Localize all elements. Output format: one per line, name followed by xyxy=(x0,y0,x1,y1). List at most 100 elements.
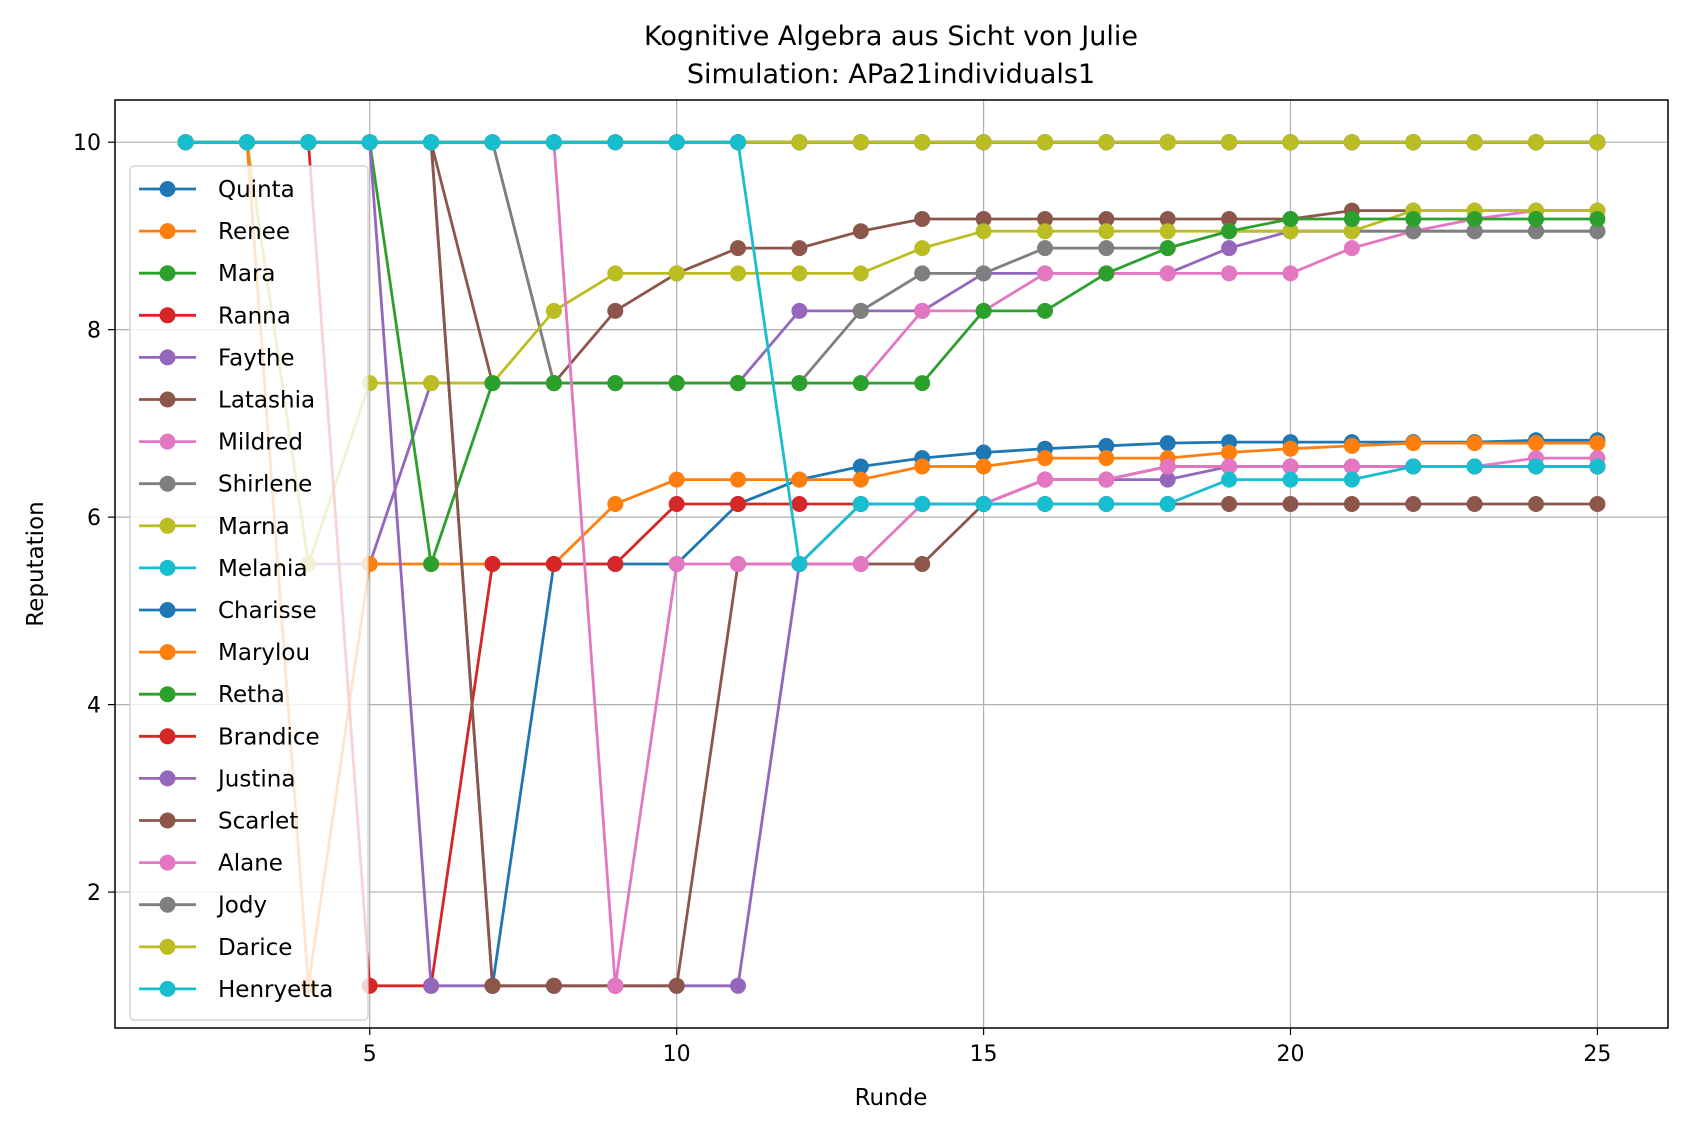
legend-item-marylou: Marylou xyxy=(139,640,310,666)
y-tick-label: 2 xyxy=(87,881,101,906)
data-point-scarlet xyxy=(914,556,931,572)
data-point-marna xyxy=(545,302,562,319)
data-point-latashia xyxy=(1159,211,1176,227)
legend: Quinta Renee Mara Ranna Faythe Latashia Mildre… xyxy=(129,165,369,1021)
data-point-retha xyxy=(545,375,562,392)
data-point-darice xyxy=(852,134,869,151)
data-point-scarlet xyxy=(1282,496,1299,512)
data-point-darice xyxy=(1343,134,1360,151)
data-point-latashia xyxy=(975,211,992,227)
legend-item-charisse: Charisse xyxy=(139,598,317,624)
data-point-marylou xyxy=(852,471,869,488)
data-point-mildred xyxy=(1343,240,1360,257)
data-point-scarlet xyxy=(1528,496,1544,512)
data-point-henryetta xyxy=(423,134,440,151)
legend-marker xyxy=(159,602,176,618)
data-point-marna xyxy=(668,265,685,282)
data-point-scarlet xyxy=(1343,496,1360,512)
legend-item-henryetta: Henryetta xyxy=(139,977,333,1003)
legend-label: Brandice xyxy=(218,724,320,750)
legend-marker xyxy=(159,770,176,787)
data-point-darice xyxy=(1159,134,1176,151)
y-axis-ticks: 2 4 6 8 10 xyxy=(73,131,115,906)
legend-item-scarlet: Scarlet xyxy=(139,809,298,835)
data-point-henryetta xyxy=(852,496,869,512)
data-point-marylou xyxy=(1037,450,1053,467)
x-axis-ticks: 5 10 15 20 25 xyxy=(363,1028,1611,1067)
data-point-latashia xyxy=(607,302,624,319)
data-point-justina xyxy=(730,977,746,994)
data-point-faythe xyxy=(791,302,808,319)
legend-label: Ranna xyxy=(218,303,291,329)
data-point-shirlene xyxy=(975,265,992,282)
data-point-henryetta xyxy=(545,134,562,151)
data-point-marna xyxy=(1098,223,1115,240)
data-point-retha xyxy=(607,375,624,392)
x-tick-label: 25 xyxy=(1583,1042,1611,1067)
data-point-latashia xyxy=(852,223,869,240)
data-point-brandice xyxy=(668,496,685,512)
data-point-marna xyxy=(1282,223,1299,240)
data-point-darice xyxy=(1098,134,1115,151)
data-point-retha xyxy=(1282,211,1299,227)
data-point-retha xyxy=(730,375,746,392)
data-point-darice xyxy=(1589,134,1606,151)
legend-label: Justina xyxy=(216,766,295,792)
data-point-henryetta xyxy=(1589,458,1606,475)
data-point-scarlet xyxy=(668,977,685,994)
data-point-marylou xyxy=(1466,435,1483,452)
data-point-retha xyxy=(914,375,931,392)
data-point-henryetta xyxy=(914,496,931,512)
data-point-marna xyxy=(730,265,746,282)
data-point-latashia xyxy=(1098,211,1115,227)
series-henryetta xyxy=(177,134,1606,572)
data-point-henryetta xyxy=(975,496,992,512)
data-point-brandice xyxy=(791,496,808,512)
data-point-retha xyxy=(1343,211,1360,227)
data-point-latashia xyxy=(791,240,808,257)
data-point-henryetta xyxy=(668,134,685,151)
data-point-scarlet xyxy=(1405,496,1422,512)
legend-label: Renee xyxy=(218,219,290,245)
data-point-mildred xyxy=(914,302,931,319)
data-point-marna xyxy=(852,265,869,282)
data-point-justina xyxy=(423,977,440,994)
legend-marker xyxy=(159,433,176,450)
legend-marker xyxy=(159,854,176,871)
data-point-shirlene xyxy=(852,302,869,319)
data-point-marylou xyxy=(1528,435,1544,452)
data-point-retha xyxy=(1589,211,1606,227)
data-point-scarlet xyxy=(1466,496,1483,512)
legend-marker xyxy=(159,728,176,745)
legend-label: Retha xyxy=(218,682,285,708)
data-point-charisse xyxy=(852,458,869,475)
data-point-marna xyxy=(1037,223,1053,240)
data-point-marylou xyxy=(975,458,992,475)
legend-label: Quinta xyxy=(218,177,295,203)
data-point-brandice xyxy=(545,556,562,572)
legend-item-melania: Melania xyxy=(139,556,308,582)
data-point-retha xyxy=(852,375,869,392)
data-point-henryetta xyxy=(607,134,624,151)
legend-item-mara: Mara xyxy=(139,261,276,287)
data-point-alane xyxy=(852,556,869,572)
legend-box xyxy=(129,165,369,1021)
legend-label: Scarlet xyxy=(218,809,298,835)
legend-marker xyxy=(159,391,176,408)
legend-label: Melania xyxy=(218,556,308,582)
series-lines xyxy=(177,134,1606,994)
data-point-marna xyxy=(423,375,440,392)
legend-marker xyxy=(159,265,176,282)
data-point-brandice xyxy=(730,496,746,512)
data-point-henryetta xyxy=(730,134,746,151)
data-point-marylou xyxy=(1343,437,1360,454)
data-point-marylou xyxy=(1589,435,1606,452)
data-point-shirlene xyxy=(1037,240,1053,257)
data-point-retha xyxy=(1405,211,1422,227)
legend-marker xyxy=(159,307,176,324)
legend-item-brandice: Brandice xyxy=(139,724,320,750)
legend-marker xyxy=(159,644,176,661)
data-point-henryetta xyxy=(1343,471,1360,488)
data-point-retha xyxy=(1466,211,1483,227)
data-point-darice xyxy=(791,134,808,151)
